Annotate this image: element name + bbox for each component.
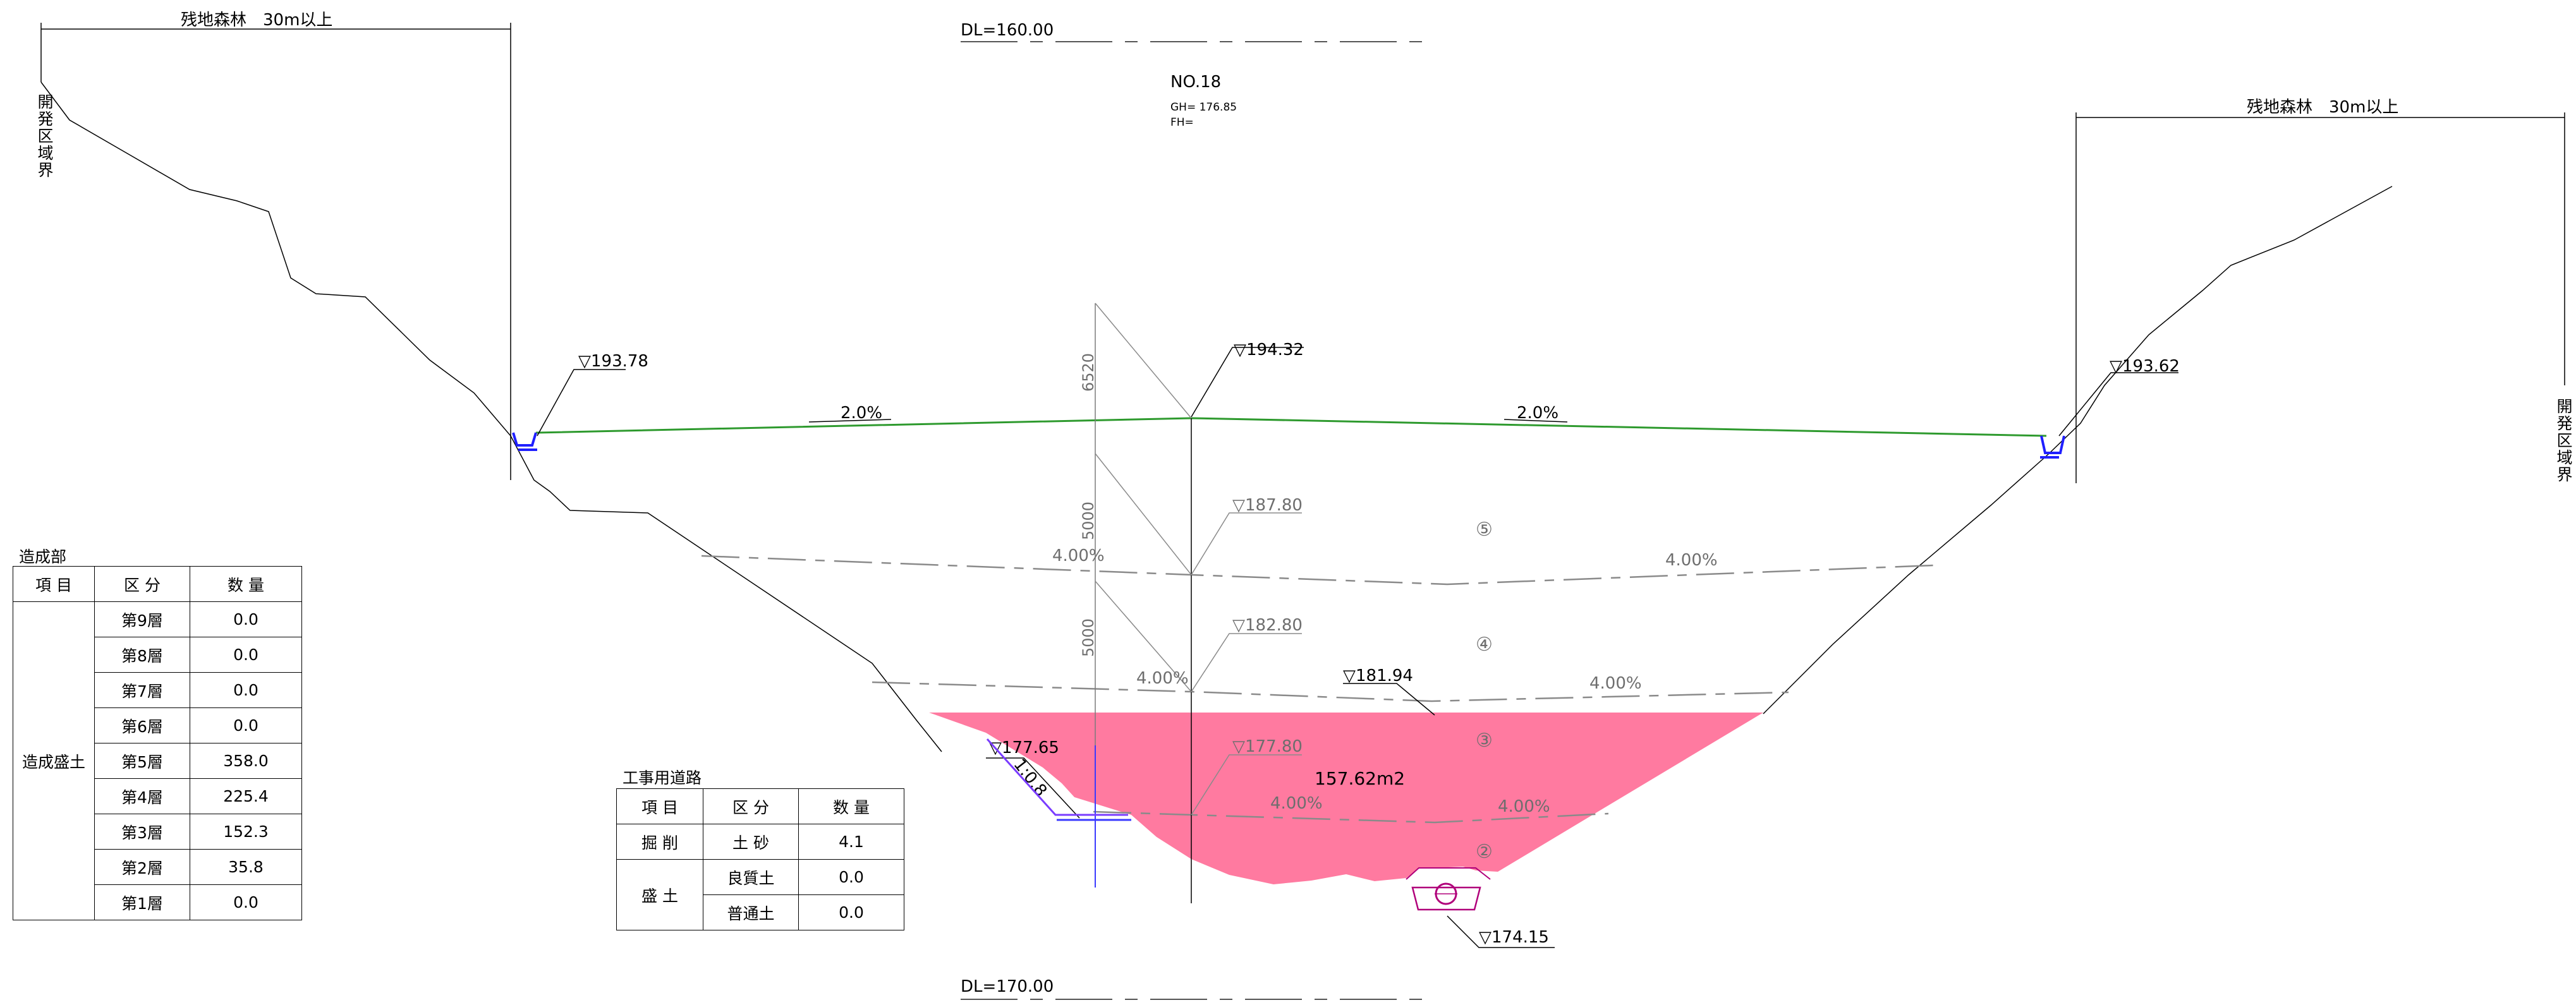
boundary-right-label: 開発区域界 — [2555, 398, 2573, 483]
slope-top-left: 2.0% — [808, 404, 892, 423]
svg-text:4.00%: 4.00% — [1589, 674, 1642, 693]
construction-road — [986, 738, 1131, 821]
forest-dimension-right: 残地森林 30m以上 — [2075, 98, 2565, 483]
elev-center-crown: ▽194.32 — [1234, 340, 1304, 359]
fill-area-label: 157.62m2 — [1315, 768, 1405, 789]
svg-text:4.00%: 4.00% — [1052, 546, 1105, 565]
leader-lines-grey — [1095, 303, 1302, 815]
elev-right-crown: ▽193.62 — [2110, 357, 2180, 376]
zousei-row-label: 第8層 — [94, 637, 190, 673]
slope-l5: 4.00% 4.00% — [1052, 546, 1718, 570]
zousei-row-value: 358.0 — [190, 743, 302, 779]
ditch-left — [512, 432, 537, 451]
road-fill-value: 0.0 — [798, 859, 904, 895]
road-table: 項 目 区 分 数 量 掘 削 土 砂 4.1 盛 土 良質土 0.0 普通土 … — [616, 788, 904, 930]
zousei-table-title: 造成部 — [19, 548, 67, 566]
layer-mark-4: ④ — [1476, 634, 1493, 656]
road-header-kind: 区 分 — [703, 788, 799, 824]
svg-text:2.0%: 2.0% — [841, 404, 882, 423]
pipe-culvert — [1406, 867, 1491, 911]
layer-mark-3: ③ — [1476, 730, 1493, 752]
slope-l2: 4.00% 4.00% — [1270, 794, 1550, 816]
zousei-table: 項 目 区 分 数 量 造成盛土 第9層 0.0 第8層 0.0 第7層 0.0… — [13, 566, 302, 920]
road-fill-value: 0.0 — [798, 894, 904, 930]
station-gh: GH= 176.85 — [1170, 101, 1237, 114]
elev-layer5: ▽187.80 — [1232, 496, 1303, 515]
elev-layer4: ▽182.80 — [1232, 616, 1303, 635]
zousei-row-value: 0.0 — [190, 601, 302, 637]
road-cut-kind: 土 砂 — [703, 824, 799, 860]
zousei-row-value: 35.8 — [190, 849, 302, 885]
road-cut-value: 4.1 — [798, 824, 904, 860]
zousei-row-value: 0.0 — [190, 707, 302, 743]
datum-top: DL=160.00 — [961, 21, 1425, 42]
station-name: NO.18 — [1170, 73, 1221, 92]
zousei-header-kind: 区 分 — [94, 566, 190, 602]
zousei-row-label: 第3層 — [94, 814, 190, 850]
svg-text:2.0%: 2.0% — [1517, 404, 1558, 423]
svg-text:4.00%: 4.00% — [1270, 794, 1323, 813]
layer4-line — [872, 681, 1789, 702]
svg-text:4.00%: 4.00% — [1665, 551, 1718, 570]
zousei-row-label: 第5層 — [94, 743, 190, 779]
zousei-row-label: 第7層 — [94, 672, 190, 708]
layer2-line — [1093, 810, 1609, 824]
zousei-row-label: 第9層 — [94, 601, 190, 637]
zousei-row-value: 225.4 — [190, 778, 302, 814]
dim-5000-upper: 5000 — [1079, 502, 1097, 540]
dim-5000-lower: 5000 — [1079, 618, 1097, 657]
forest-right-label: 残地森林 30m以上 — [2247, 98, 2398, 117]
elev-layer2: ▽177.80 — [1232, 737, 1303, 756]
zousei-row-value: 152.3 — [190, 814, 302, 850]
boundary-left-label: 開発区域界 — [35, 93, 54, 179]
dim-6520: 6520 — [1079, 353, 1097, 392]
station-fh: FH= — [1170, 116, 1194, 129]
road-fill-kind: 良質土 — [703, 859, 799, 895]
layer5-line — [701, 555, 1935, 586]
elev-pipe: ▽174.15 — [1479, 928, 1549, 947]
fill-area — [929, 713, 1763, 884]
leader-lines — [537, 347, 2178, 948]
elev-left-crown: ▽193.78 — [578, 352, 648, 371]
zousei-row-value: 0.0 — [190, 637, 302, 673]
elev-road: ▽177.65 — [989, 738, 1059, 757]
zousei-row-label: 第1層 — [94, 884, 190, 920]
zousei-row-label: 第4層 — [94, 778, 190, 814]
ground-line-right — [1763, 186, 2393, 714]
zousei-row-value: 0.0 — [190, 884, 302, 920]
forest-dimension-left: 残地森林 30m以上 — [40, 11, 511, 480]
zousei-header-item: 項 目 — [13, 566, 95, 602]
layer-mark-2: ② — [1476, 841, 1493, 863]
road-table-title: 工事用道路 — [623, 769, 702, 787]
zousei-header-qty: 数 量 — [190, 566, 302, 602]
layer-mark-5: ⑤ — [1476, 519, 1493, 541]
datum-top-label: DL=160.00 — [961, 21, 1054, 40]
forest-left-label: 残地森林 30m以上 — [181, 11, 332, 30]
crown-line — [535, 417, 2047, 437]
zousei-group-label: 造成盛土 — [13, 601, 95, 920]
zousei-row-value: 0.0 — [190, 672, 302, 708]
ground-line-left — [40, 81, 942, 752]
road-header-qty: 数 量 — [798, 788, 904, 824]
datum-bottom-label: DL=170.00 — [961, 977, 1054, 996]
elev-layer3: ▽181.94 — [1343, 666, 1413, 685]
svg-text:4.00%: 4.00% — [1498, 797, 1550, 816]
road-cut-item: 掘 削 — [616, 824, 703, 860]
svg-text:4.00%: 4.00% — [1136, 669, 1189, 688]
ditch-right — [2040, 435, 2065, 459]
zousei-row-label: 第6層 — [94, 707, 190, 743]
datum-bottom: DL=170.00 — [961, 977, 1425, 1000]
slope-l4: 4.00% 4.00% — [1136, 669, 1642, 693]
slope-top-right: 2.0% — [1504, 404, 1568, 423]
road-fill-kind: 普通土 — [703, 894, 799, 930]
road-fill-item: 盛 土 — [616, 859, 703, 930]
zousei-row-label: 第2層 — [94, 849, 190, 885]
road-header-item: 項 目 — [616, 788, 703, 824]
